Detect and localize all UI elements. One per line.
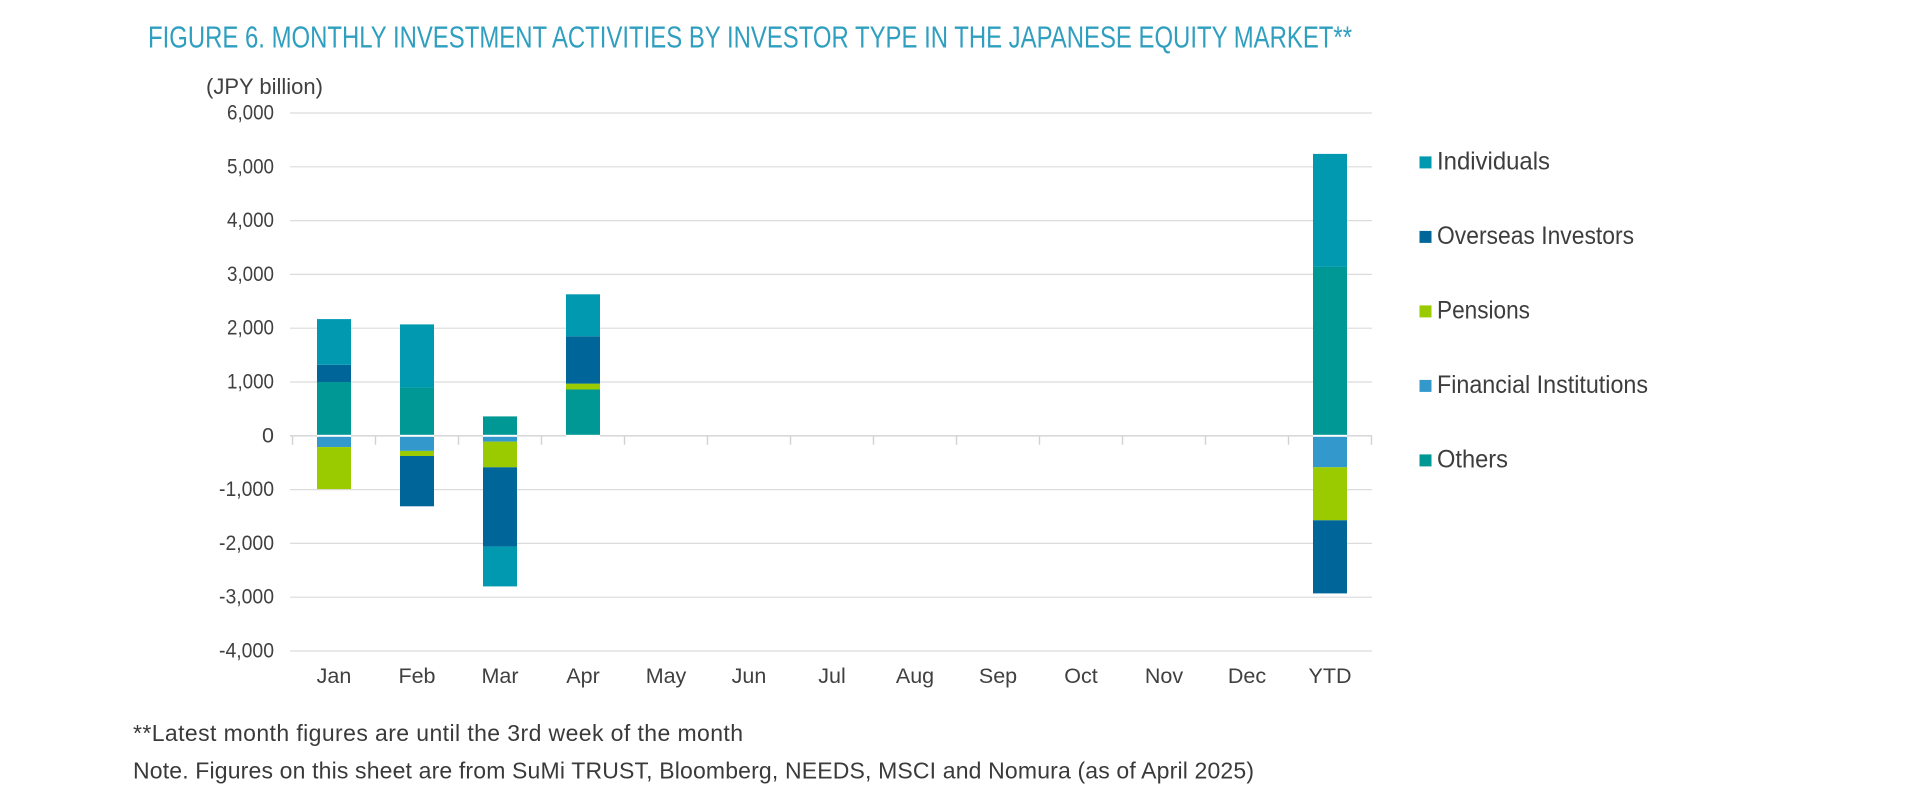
svg-text:-4,000: -4,000 <box>219 639 274 663</box>
svg-text:FIGURE 6. MONTHLY INVESTMENT A: FIGURE 6. MONTHLY INVESTMENT ACTIVITIES … <box>148 19 1352 54</box>
svg-text:Sep: Sep <box>979 664 1017 688</box>
svg-text:3,000: 3,000 <box>227 262 274 286</box>
svg-text:2,000: 2,000 <box>227 316 274 340</box>
svg-text:May: May <box>646 664 687 688</box>
svg-text:Pensions: Pensions <box>1437 297 1530 325</box>
svg-text:-3,000: -3,000 <box>219 585 274 609</box>
svg-text:**Latest month figures are unt: **Latest month figures are until the 3rd… <box>133 720 743 746</box>
svg-text:Mar: Mar <box>481 664 518 688</box>
svg-text:Apr: Apr <box>566 664 599 688</box>
svg-text:0: 0 <box>262 423 274 447</box>
svg-text:(JPY billion): (JPY billion) <box>206 74 323 99</box>
svg-text:Nov: Nov <box>1145 664 1183 688</box>
svg-text:Jul: Jul <box>818 664 845 688</box>
svg-text:Feb: Feb <box>398 664 435 688</box>
svg-text:Note. Figures on this sheet ar: Note. Figures on this sheet are from SuM… <box>133 758 1254 784</box>
svg-text:1,000: 1,000 <box>227 370 274 394</box>
svg-text:Others: Others <box>1437 446 1508 474</box>
svg-text:Aug: Aug <box>896 664 934 688</box>
svg-text:-1,000: -1,000 <box>219 477 274 501</box>
svg-text:-2,000: -2,000 <box>219 531 274 555</box>
svg-text:YTD: YTD <box>1309 664 1352 688</box>
svg-text:6,000: 6,000 <box>227 101 274 125</box>
svg-text:Financial Institutions: Financial Institutions <box>1437 371 1648 399</box>
svg-text:Individuals: Individuals <box>1437 148 1550 176</box>
svg-text:Oct: Oct <box>1064 664 1097 688</box>
svg-text:Jan: Jan <box>317 664 352 688</box>
svg-text:4,000: 4,000 <box>227 208 274 232</box>
svg-text:Jun: Jun <box>732 664 767 688</box>
svg-text:Overseas Investors: Overseas Investors <box>1437 222 1634 250</box>
svg-text:Dec: Dec <box>1228 664 1266 688</box>
svg-text:5,000: 5,000 <box>227 154 274 178</box>
